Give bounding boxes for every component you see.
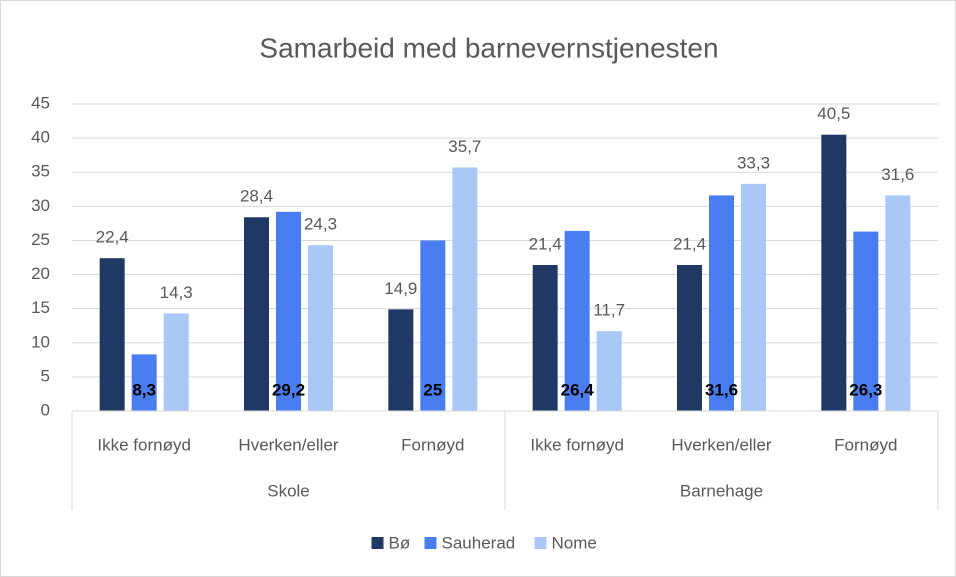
bar <box>677 265 702 411</box>
bar <box>853 231 879 411</box>
legend-swatch <box>371 537 384 549</box>
x-tick-label: Hverken/eller <box>238 435 338 454</box>
bar <box>163 313 189 411</box>
x-tick-label: Fornøyd <box>834 435 897 454</box>
y-tick-label: 25 <box>31 230 50 249</box>
bar <box>709 195 734 411</box>
y-tick-label: 10 <box>31 332 50 351</box>
bar <box>741 183 766 411</box>
bar <box>596 331 622 411</box>
data-label: 29,2 <box>272 380 305 399</box>
data-label: 26,3 <box>849 380 882 399</box>
x-tick-label: Ikke fornøyd <box>530 435 624 454</box>
data-label: 31,6 <box>705 380 738 399</box>
y-tick-label: 5 <box>41 366 50 385</box>
y-tick-label: 30 <box>31 196 50 215</box>
data-label: 35,7 <box>448 137 481 156</box>
y-tick-label: 15 <box>31 298 50 317</box>
y-tick-label: 35 <box>31 162 50 181</box>
bar <box>244 217 269 411</box>
chart-title: Samarbeid med barnevernstjenesten <box>259 32 718 63</box>
y-tick-label: 20 <box>31 264 50 283</box>
bar <box>276 211 301 411</box>
data-label: 8,3 <box>132 380 156 399</box>
x-tick-label: Hverken/eller <box>671 435 771 454</box>
group-label: Skole <box>267 481 310 500</box>
data-label: 22,4 <box>96 228 129 247</box>
bar <box>452 167 478 411</box>
bar <box>420 240 446 411</box>
data-label: 14,9 <box>384 279 417 298</box>
bar <box>99 258 125 411</box>
bar <box>885 195 911 411</box>
group-label: Barnehage <box>680 481 763 500</box>
data-label: 33,3 <box>737 153 770 172</box>
bar <box>564 230 590 411</box>
bar <box>388 309 414 411</box>
x-tick-label: Fornøyd <box>401 435 464 454</box>
data-label: 31,6 <box>881 165 914 184</box>
data-label: 26,4 <box>561 380 595 399</box>
y-tick-label: 0 <box>41 400 50 419</box>
data-label: 21,4 <box>529 234 562 253</box>
data-label: 14,3 <box>160 283 193 302</box>
data-label: 40,5 <box>817 104 850 123</box>
data-label: 25 <box>423 380 442 399</box>
bar <box>131 354 157 411</box>
data-label: 24,3 <box>304 215 337 234</box>
x-tick-label: Ikke fornøyd <box>97 435 191 454</box>
bar <box>532 265 558 411</box>
y-tick-label: 40 <box>31 128 50 147</box>
data-label: 28,4 <box>240 187 273 206</box>
legend-swatch <box>534 537 547 549</box>
legend-label: Sauherad <box>442 533 516 552</box>
legend-label: Bø <box>389 533 411 552</box>
legend-swatch <box>424 537 437 549</box>
legend-label: Nome <box>552 533 597 552</box>
data-label: 21,4 <box>673 234 706 253</box>
y-tick-label: 45 <box>31 93 50 112</box>
data-label: 11,7 <box>593 301 625 320</box>
bar <box>308 245 333 411</box>
bar <box>821 134 847 411</box>
